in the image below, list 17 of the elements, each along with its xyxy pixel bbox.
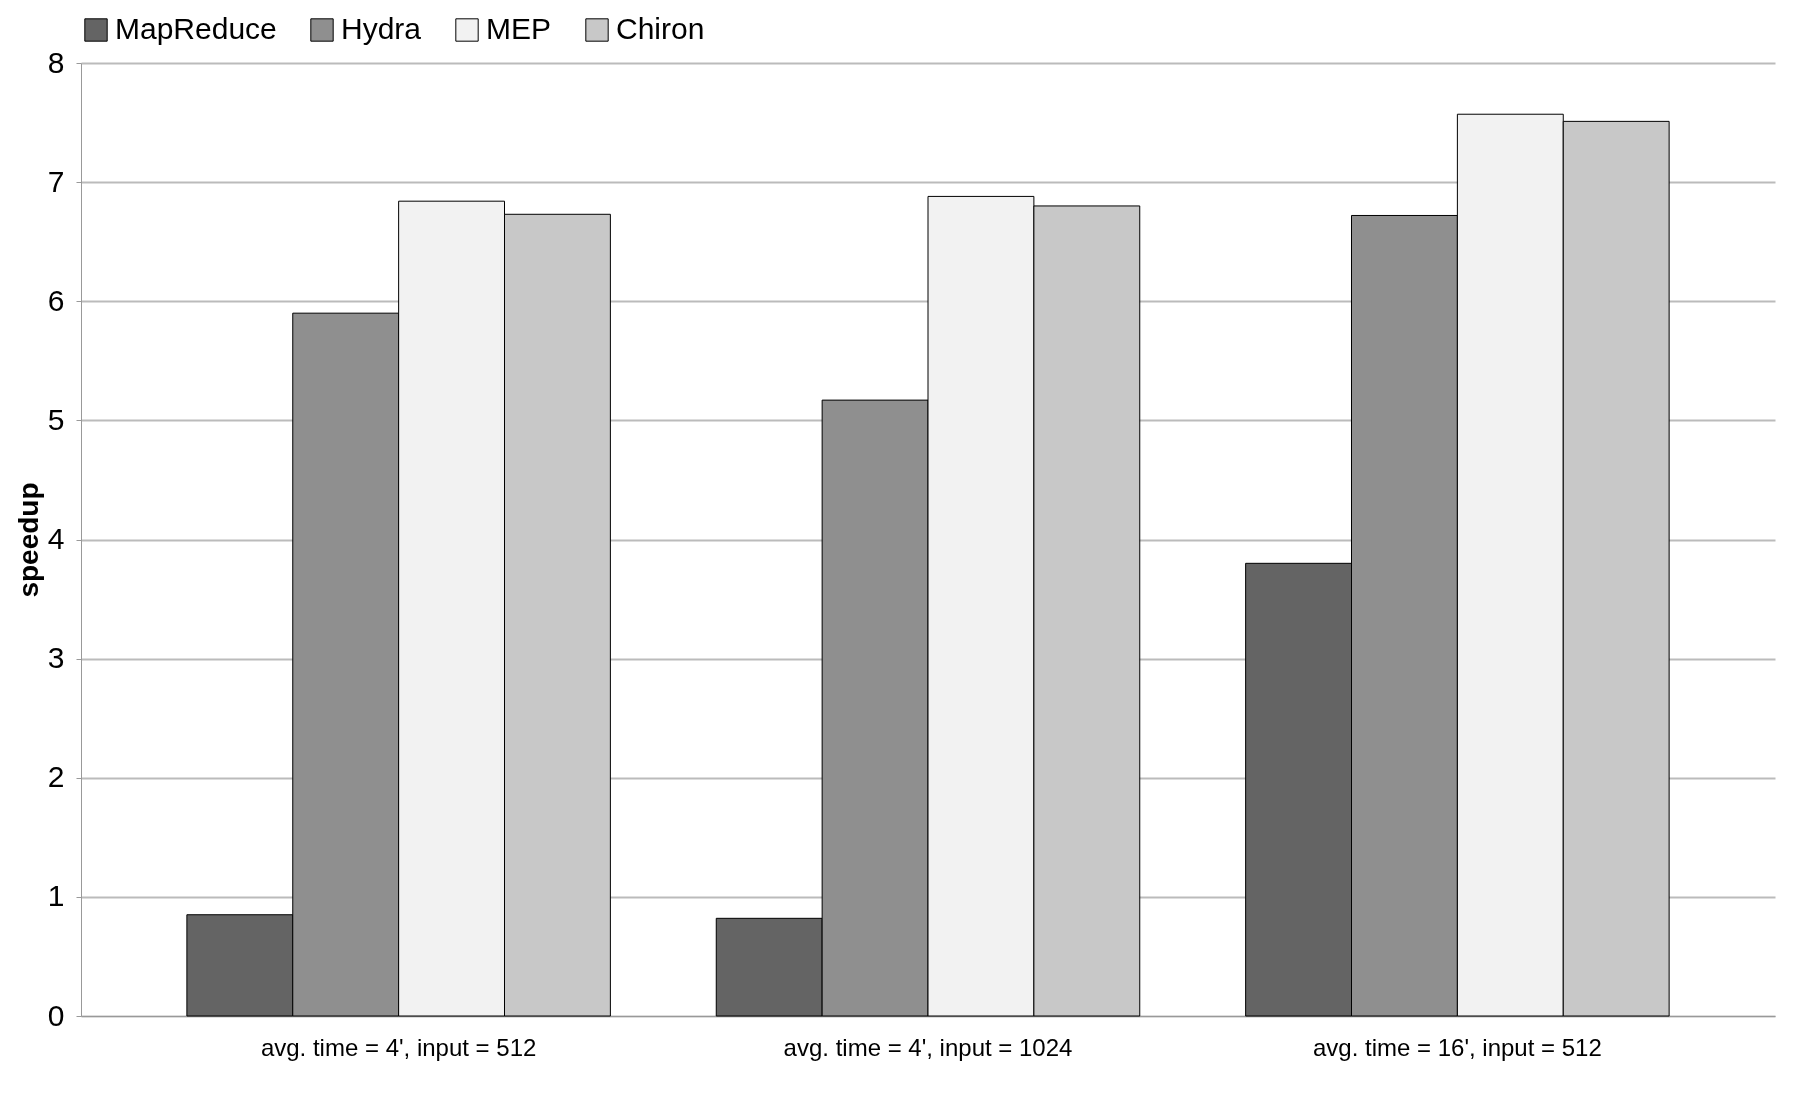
legend-label: MapReduce	[115, 12, 277, 45]
y-axis-title: speedup	[12, 482, 44, 598]
y-tick-label: 4	[47, 522, 65, 555]
y-tick-label: 6	[47, 283, 65, 317]
legend-label: Chiron	[616, 12, 705, 45]
y-tick-label: 0	[47, 998, 65, 1032]
y-tick-label: 2	[47, 760, 65, 794]
legend-label: MEP	[486, 12, 552, 45]
x-tick-label: avg. time = 16', input = 512	[1312, 1033, 1602, 1061]
x-tick-label: avg. time = 4', input = 1024	[783, 1033, 1073, 1061]
x-tick-label: avg. time = 4', input = 512	[260, 1033, 537, 1061]
y-tick-label: 3	[47, 641, 65, 675]
y-tick-label: 5	[47, 402, 65, 436]
y-tick-label: 1	[47, 879, 65, 913]
y-tick-label: 8	[47, 45, 65, 79]
legend-label: Hydra	[341, 12, 422, 45]
y-tick-label: 7	[47, 164, 65, 198]
